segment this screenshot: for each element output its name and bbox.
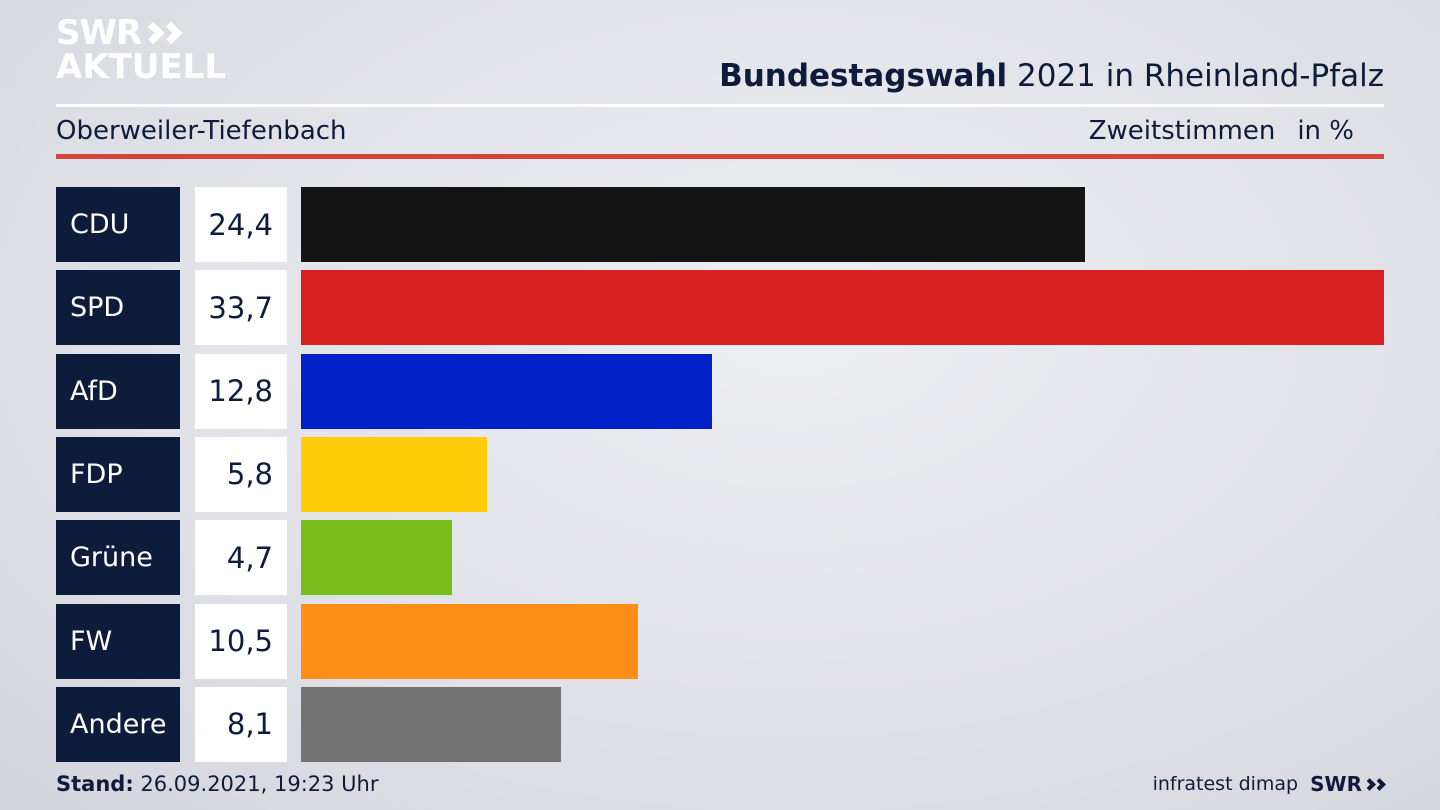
bar [301,520,452,596]
data-label: 24,4 [195,187,287,262]
bar-row: Grüne 4,7 [56,520,1384,596]
measure-name: Zweitstimmen [1088,116,1276,146]
measure-label: Zweitstimmen in % [1089,116,1354,146]
bar [301,270,1384,346]
stand-label: Stand: [56,772,134,796]
title-bold: Bundestagswahl [719,58,1008,94]
data-label: 10,5 [195,603,287,679]
bar-row: SPD 33,7 [56,270,1384,346]
region-name: Oberweiler-Tiefenbach [56,116,347,146]
data-label: 33,7 [195,270,287,346]
category-label: Andere [56,686,180,762]
bar-row: AfD 12,8 [56,353,1384,429]
bar-row: FW 10,5 [56,603,1384,679]
bar [301,436,487,512]
category-label: SPD [56,270,180,346]
bar [301,353,712,429]
unit-label: in % [1297,116,1354,146]
bar [301,187,1085,262]
accent-divider [56,154,1384,159]
data-label: 5,8 [195,436,287,512]
data-label: 12,8 [195,353,287,429]
header-divider [56,104,1384,107]
stand-value: 26.09.2021, 19:23 Uhr [133,772,379,796]
logo-swr-text: SWR [56,13,142,53]
footer-swr-text: SWR [1310,772,1362,796]
bar-row: Andere 8,1 [56,686,1384,762]
swr-aktuell-logo: SWR AKTUELL [56,16,226,84]
bar [301,686,561,762]
chevron-right-icon [1363,777,1386,791]
bar [301,603,638,679]
category-label: FW [56,603,180,679]
footer-credits: infratest dimap SWR [1152,772,1386,796]
footer-swr-logo: SWR [1310,772,1386,796]
category-label: CDU [56,187,180,262]
bar-row: CDU 24,4 [56,187,1384,262]
data-label: 4,7 [195,520,287,596]
logo-aktuell-text: AKTUELL [56,47,227,87]
pollster-name: infratest dimap [1152,773,1299,795]
timestamp: Stand: 26.09.2021, 19:23 Uhr [56,772,379,796]
category-label: Grüne [56,520,180,596]
data-label: 8,1 [195,686,287,762]
category-label: FDP [56,436,180,512]
category-label: AfD [56,353,180,429]
bar-row: FDP 5,8 [56,436,1384,512]
page-title: Bundestagswahl 2021 in Rheinland-Pfalz [719,58,1384,94]
title-rest: 2021 in Rheinland-Pfalz [1007,58,1384,94]
